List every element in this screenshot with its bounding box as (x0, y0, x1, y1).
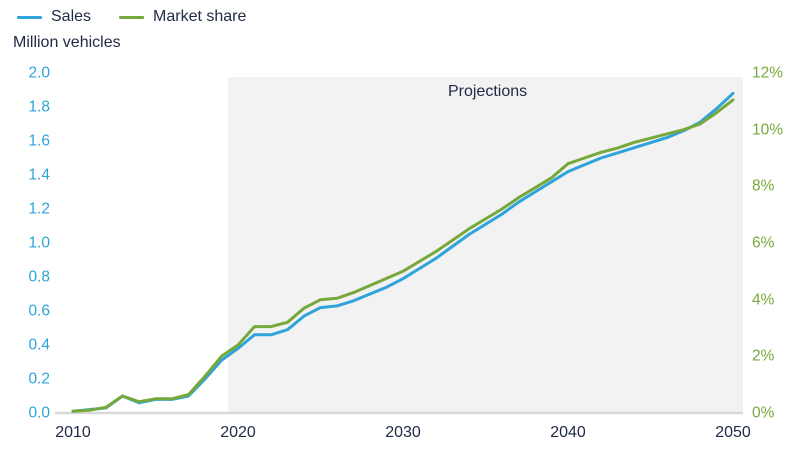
sales-line-swatch-icon (17, 15, 42, 19)
left-axis-tick-label: 0.4 (28, 336, 50, 354)
left-axis-tick-label: 0.8 (28, 268, 50, 286)
x-axis-tick-label: 2010 (55, 424, 91, 441)
left-axis-tick-label: 2.0 (28, 64, 50, 82)
legend-label-sales: Sales (51, 8, 92, 25)
right-axis-tick-label: 8% (752, 177, 775, 195)
x-axis-tick-label: 2020 (220, 424, 256, 441)
market-share-line-swatch-icon (119, 15, 145, 19)
legend-item-market-share: Market share (119, 9, 246, 25)
right-axis-tick-label: 6% (752, 234, 775, 252)
projections-shaded-region (228, 77, 744, 413)
right-axis-tick-label: 12% (752, 64, 784, 82)
left-axis-tick-label: 0.0 (28, 404, 50, 422)
legend-item-sales: Sales (17, 9, 91, 25)
legend-label-market-share: Market share (153, 8, 247, 25)
left-axis-tick-label: 1.4 (28, 166, 50, 184)
right-axis-tick-label: 0% (752, 404, 775, 422)
market-share-line (71, 98, 735, 413)
right-axis-tick-label: 2% (752, 347, 775, 365)
right-axis-tick-label: 10% (752, 120, 784, 138)
left-axis-tick-label: 1.0 (28, 234, 50, 252)
left-axis-tick-label: 1.6 (28, 132, 50, 150)
left-axis-tick-label: 1.2 (28, 200, 50, 218)
left-axis-tick-label: 1.8 (28, 98, 50, 116)
left-axis-tick-label: 0.2 (28, 370, 50, 388)
x-axis-tick-label: 2030 (385, 424, 421, 441)
right-axis-tick-label: 4% (752, 290, 775, 308)
projections-region-label: Projections (447, 83, 528, 100)
x-axis-tick-label: 2040 (550, 424, 586, 441)
left-axis-title: Million vehicles (13, 34, 121, 51)
x-axis-tick-label: 2050 (715, 424, 751, 441)
legend: Sales Market share (17, 9, 246, 25)
left-axis-tick-label: 0.6 (28, 302, 50, 320)
